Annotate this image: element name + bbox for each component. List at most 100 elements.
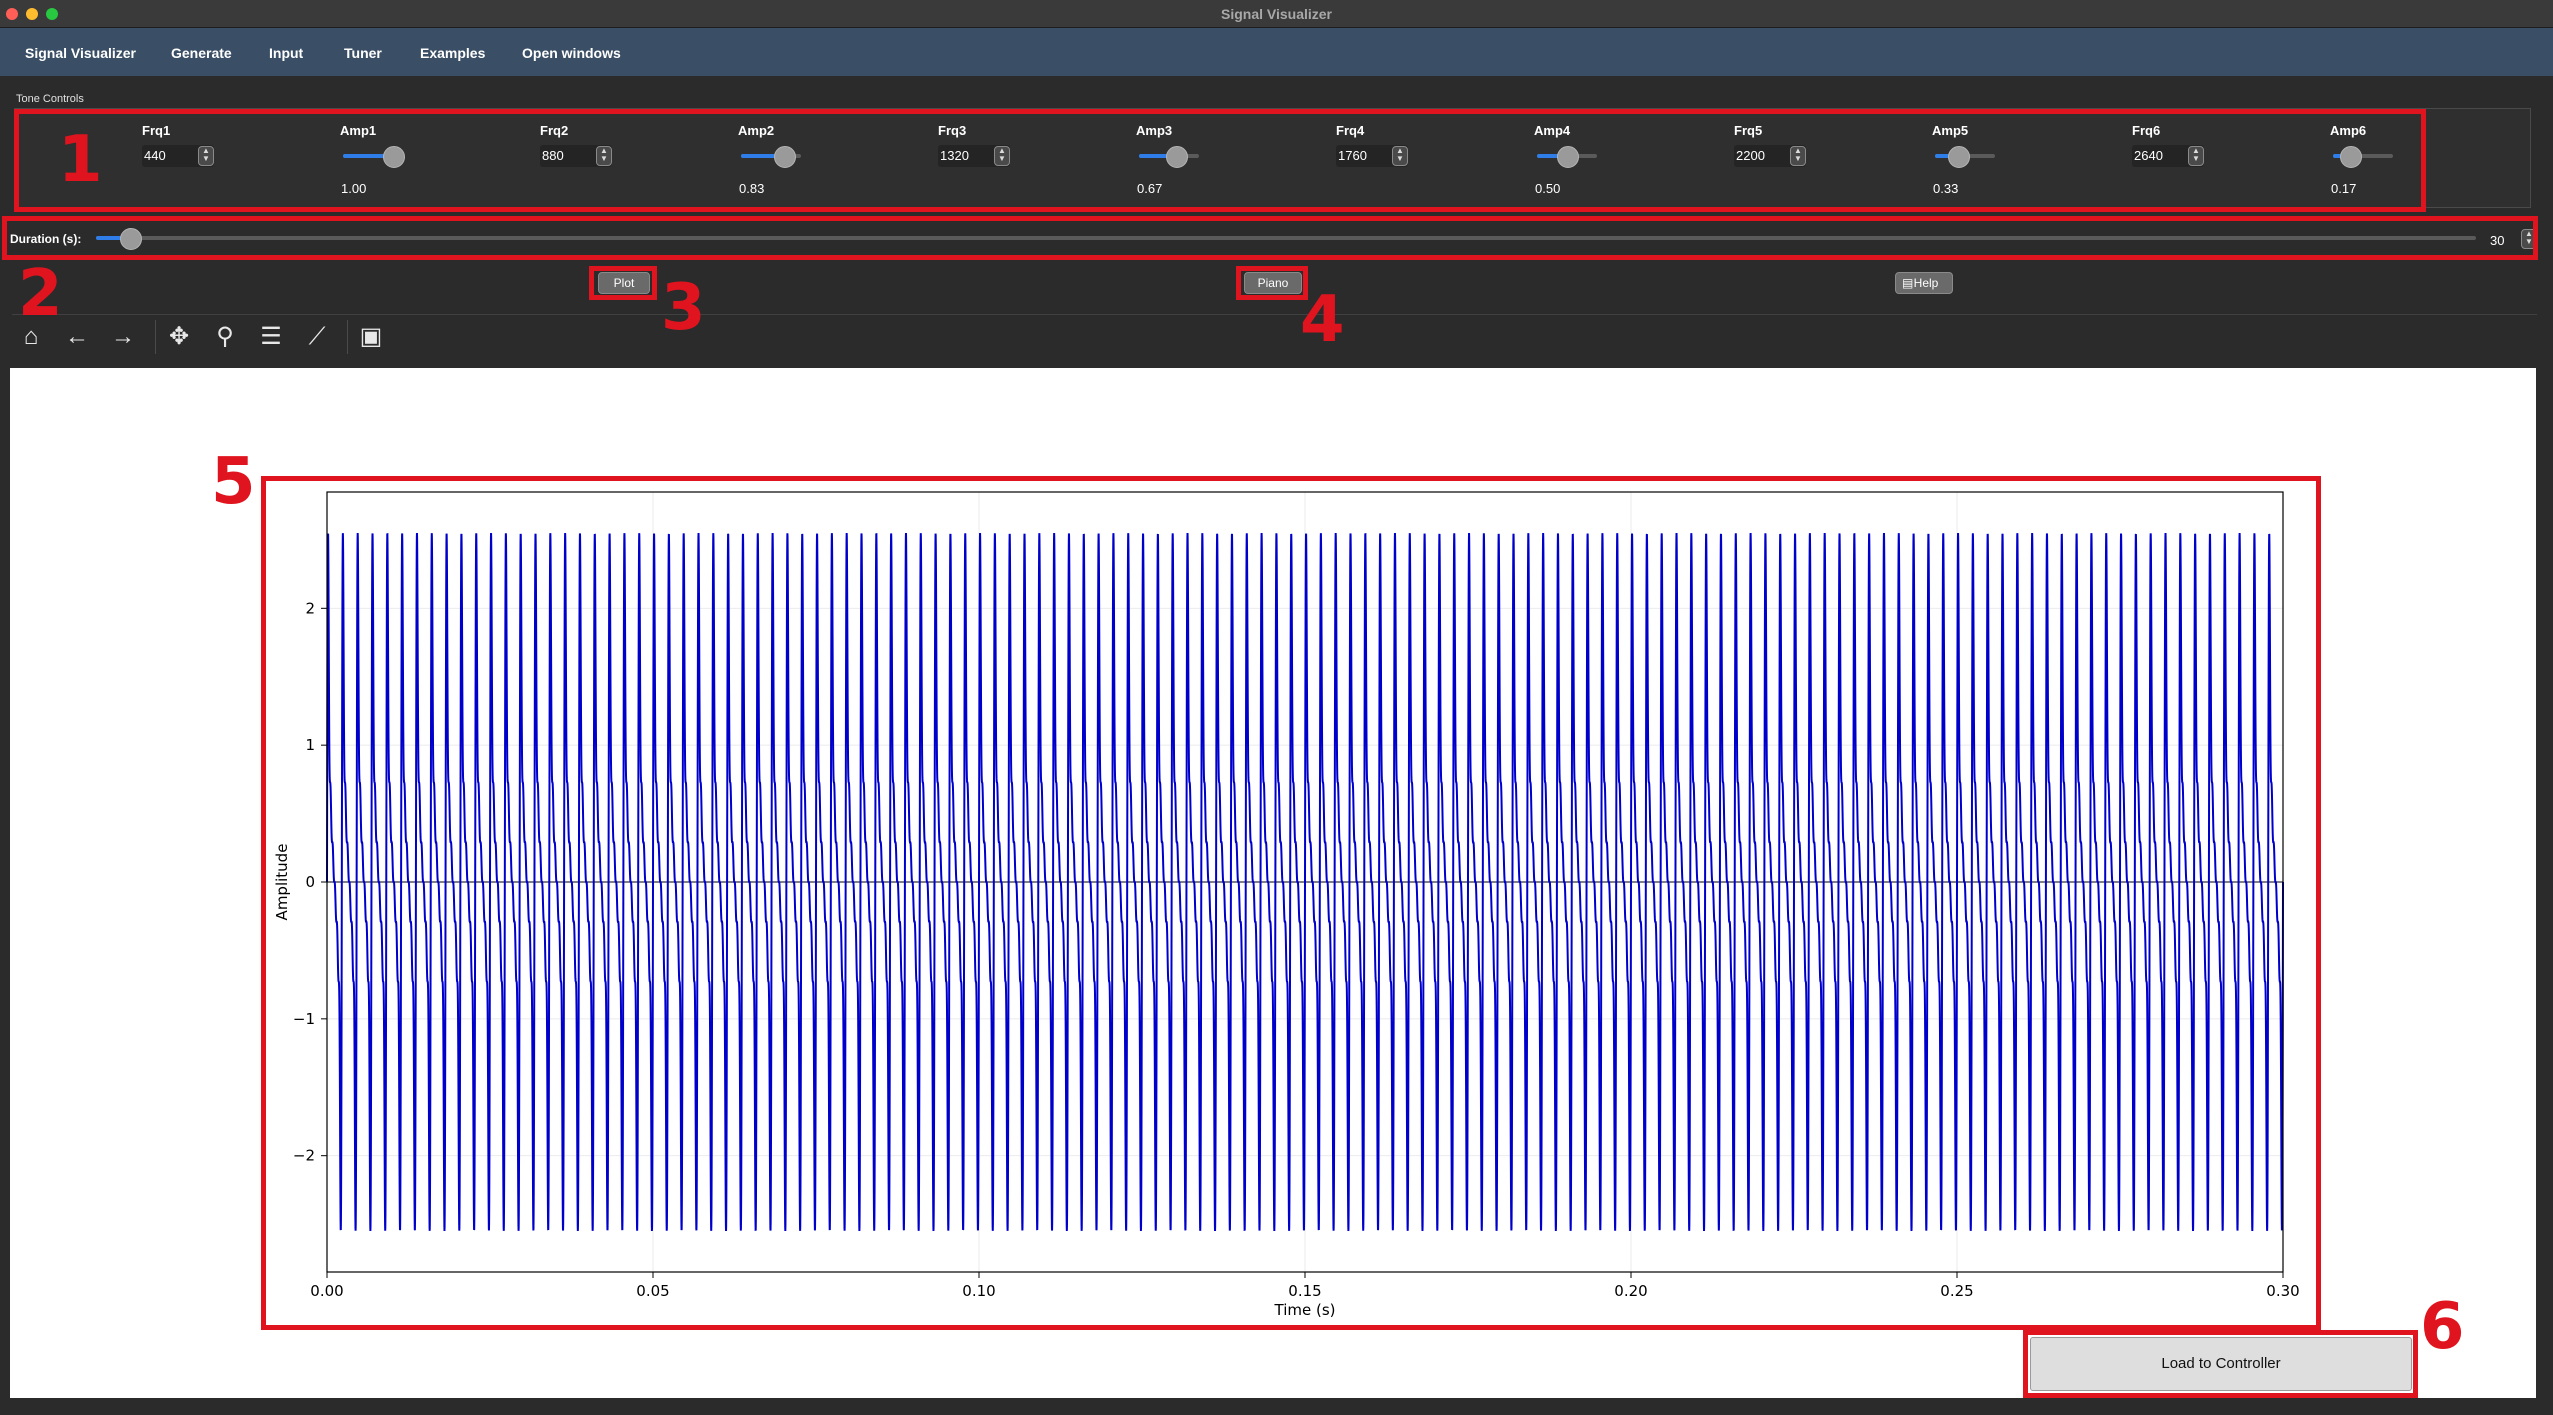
menu-signal-visualizer[interactable]: Signal Visualizer	[25, 45, 137, 61]
back-arrow-icon[interactable]: ←	[65, 323, 89, 350]
zoom-icon[interactable]: ⚲	[216, 323, 234, 350]
amp3-slider[interactable]	[1139, 146, 1199, 168]
amp5-slider-fill	[1935, 154, 1959, 158]
annotation-number-6: 6	[2420, 1290, 2465, 1364]
amp4-slider-fill	[1537, 154, 1567, 158]
frq4-label: Frq4	[1336, 123, 1365, 138]
piano-button[interactable]: Piano	[1244, 272, 1302, 294]
y-tick-label: 1	[305, 736, 315, 754]
amp5-slider-handle[interactable]	[1948, 146, 1971, 168]
frq3-label: Frq3	[938, 123, 967, 138]
duration-value[interactable]: 30	[2490, 233, 2505, 248]
amp1-slider-fill	[343, 154, 393, 158]
book-icon: ▤	[1902, 276, 1914, 290]
signal-chart: 0.00 0.05 0.10 0.15 0.20 0.25 0.30 −2 −1 0 1 2 Time …	[273, 491, 2300, 1319]
amp2-label: Amp2	[738, 123, 775, 138]
amp6-label: Amp6	[2330, 123, 2367, 138]
x-tick-label: 0.20	[1614, 1282, 1647, 1300]
x-tick-label: 0.10	[962, 1282, 995, 1300]
frq4-value: 1760	[1338, 148, 1367, 163]
tone-controls-label: Tone Controls	[16, 93, 84, 105]
menu-tuner[interactable]: Tuner	[344, 45, 382, 61]
toolbar-separator	[12, 314, 2537, 315]
annotation-box-2	[2, 216, 2538, 260]
duration-label: Duration (s):	[10, 232, 82, 246]
close-window-button[interactable]	[6, 8, 18, 20]
amp4-slider-handle[interactable]	[1557, 146, 1579, 168]
frq4-spinbox[interactable]: 1760 ▲ ▼	[1336, 145, 1408, 167]
frq5-spinbox[interactable]: 2200 ▲ ▼	[1734, 145, 1806, 167]
frq2-label: Frq2	[540, 123, 569, 138]
amp5-value: 0.33	[1933, 181, 1959, 196]
annotation-number-3: 3	[661, 271, 706, 345]
menu-generate[interactable]: Generate	[171, 45, 232, 61]
y-tick-label: 0	[305, 873, 315, 891]
frq3-spin-arrows-icon[interactable]: ▲ ▼	[994, 146, 1010, 166]
duration-slider[interactable]	[96, 228, 2476, 250]
edit-axes-icon[interactable]: ⟋	[308, 323, 326, 350]
amp3-slider-handle[interactable]	[1165, 146, 1188, 168]
amp5-slider[interactable]	[1935, 146, 1995, 168]
save-icon[interactable]: ▣	[359, 323, 383, 350]
frq1-spinbox[interactable]: 440 ▲ ▼	[142, 145, 214, 167]
annotation-box-1	[14, 109, 2426, 212]
plot-canvas: 0.00 0.05 0.10 0.15 0.20 0.25 0.30 −2 −1 0 1 2 Time …	[10, 368, 2536, 1398]
amp6-slider[interactable]	[2333, 146, 2393, 168]
amp1-slider-handle[interactable]	[383, 146, 405, 168]
amp2-slider-handle[interactable]	[774, 146, 797, 168]
frq4-spin-arrows-icon[interactable]: ▲ ▼	[1392, 146, 1408, 166]
window-title: Signal Visualizer	[1220, 6, 1332, 22]
annotation-box-5	[261, 476, 2321, 1330]
y-axis-label: Amplitude	[273, 844, 291, 921]
amp6-slider-handle[interactable]	[2339, 146, 2362, 168]
frq2-spinbox[interactable]: 880 ▲ ▼	[540, 145, 612, 167]
title-bar: Signal Visualizer	[0, 0, 2553, 28]
annotation-number-5: 5	[211, 445, 256, 519]
frq6-label: Frq6	[2132, 123, 2161, 138]
amp4-value: 0.50	[1535, 181, 1561, 196]
x-tick-label: 0.00	[310, 1282, 343, 1300]
home-icon[interactable]: ⌂	[23, 323, 39, 350]
toolbar-divider	[155, 320, 156, 354]
x-tick-label: 0.05	[636, 1282, 669, 1300]
amp4-slider[interactable]	[1537, 146, 1597, 168]
frq6-spinbox[interactable]: 2640 ▲ ▼	[2132, 145, 2204, 167]
frq6-value: 2640	[2134, 148, 2163, 163]
amp2-slider[interactable]	[741, 146, 801, 168]
frq2-spin-arrows-icon[interactable]: ▲ ▼	[596, 146, 612, 166]
amp1-label: Amp1	[340, 123, 377, 138]
frq5-spin-arrows-icon[interactable]: ▲ ▼	[1790, 146, 1806, 166]
load-to-controller-button[interactable]: Load to Controller	[2030, 1337, 2412, 1391]
configure-subplots-icon[interactable]: ☰	[260, 323, 282, 350]
annotation-number-4: 4	[1300, 283, 1345, 357]
amp1-slider[interactable]	[343, 146, 405, 168]
minimize-window-button[interactable]	[26, 8, 38, 20]
maximize-window-button[interactable]	[46, 8, 58, 20]
annotation-number-2: 2	[18, 257, 63, 331]
pan-icon[interactable]: ✥	[168, 323, 190, 350]
plot-button[interactable]: Plot	[598, 272, 650, 294]
duration-slider-handle[interactable]	[119, 228, 142, 250]
help-button[interactable]: ▤ Help	[1895, 272, 1953, 294]
annotation-box-4	[1236, 266, 1308, 300]
amp3-value: 0.67	[1137, 181, 1163, 196]
x-tick-label: 0.15	[1288, 1282, 1321, 1300]
menu-examples[interactable]: Examples	[420, 45, 486, 61]
frq6-spin-arrows-icon[interactable]: ▲ ▼	[2188, 146, 2204, 166]
toolbar-divider	[347, 320, 348, 354]
frq1-spin-arrows-icon[interactable]: ▲ ▼	[198, 146, 214, 166]
y-tick-label: −2	[293, 1147, 315, 1165]
amp5-label: Amp5	[1932, 123, 1969, 138]
amp6-value: 0.17	[2331, 181, 2357, 196]
menu-open-windows[interactable]: Open windows	[522, 45, 621, 61]
amp2-slider-fill	[741, 154, 785, 158]
x-tick-label: 0.30	[2266, 1282, 2299, 1300]
annotation-box-3	[589, 266, 657, 300]
menu-bar: Signal Visualizer Generate Input Tuner E…	[0, 28, 2553, 76]
annotation-number-1: 1	[58, 123, 103, 197]
frq3-spinbox[interactable]: 1320 ▲ ▼	[938, 145, 1010, 167]
amp1-value: 1.00	[341, 181, 367, 196]
menu-input[interactable]: Input	[269, 45, 304, 61]
forward-arrow-icon[interactable]: →	[111, 323, 135, 350]
frq1-value: 440	[144, 148, 166, 163]
